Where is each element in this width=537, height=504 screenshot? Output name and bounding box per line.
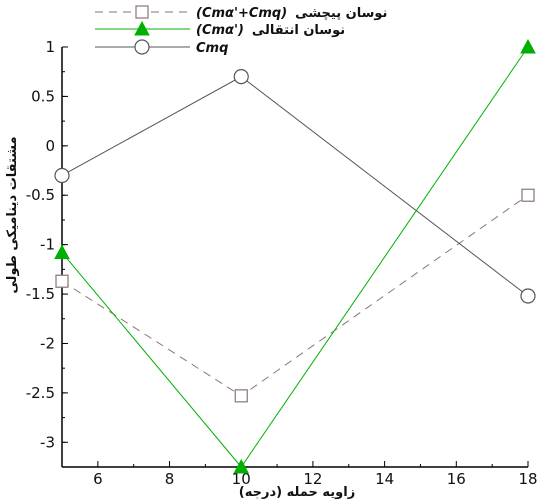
data-point — [54, 244, 70, 260]
x-tick-label: 8 — [165, 470, 175, 488]
y-tick-label: -3 — [40, 433, 55, 451]
data-point — [54, 167, 70, 184]
legend-label: (Cmα') نوسان انتقالی — [196, 23, 345, 38]
x-tick-label: 16 — [447, 470, 466, 488]
y-tick-label: -1.5 — [26, 285, 55, 303]
legend: (Cmα'+Cmq) نوسان پیچشی (Cmα') نوسان انتقالی… — [95, 5, 387, 56]
legend-marker — [134, 39, 150, 55]
legend-series-name: (Cmα') — [196, 23, 244, 38]
y-tick-label: -1 — [40, 236, 55, 254]
legend-series-name: (Cmα'+Cmq) — [196, 6, 287, 21]
legend-series-name: Cmq — [196, 41, 228, 56]
data-point — [233, 458, 250, 474]
x-tick-label: 14 — [375, 470, 394, 488]
legend-entry-2: Cmq — [95, 39, 228, 56]
legend-description: نوسان پیچشی — [295, 6, 387, 21]
x-tick-label: 10 — [232, 470, 251, 488]
data-point — [521, 188, 535, 202]
axes — [61, 46, 529, 468]
y-tick-label: 0.5 — [31, 87, 55, 105]
series-1 — [54, 38, 536, 474]
series-2 — [54, 69, 536, 304]
y-tick-label: 0 — [45, 137, 55, 155]
x-tick-label: 12 — [303, 470, 322, 488]
legend-entry-0: (Cmα'+Cmq) نوسان پیچشی — [95, 5, 387, 21]
x-axis-label: زاویه حمله (درجه) — [239, 485, 355, 500]
series-lines — [54, 38, 536, 474]
legend-marker — [135, 5, 149, 19]
legend-label: (Cmα'+Cmq) نوسان پیچشی — [196, 6, 387, 21]
data-point — [520, 288, 536, 304]
series-0 — [55, 188, 535, 403]
data-point — [234, 389, 248, 403]
series-line — [61, 76, 529, 297]
legend-entry-1: (Cmα') نوسان انتقالی — [95, 20, 345, 38]
y-tick-label: -2.5 — [26, 384, 55, 402]
x-tick-label: 6 — [93, 470, 103, 488]
series-line — [61, 46, 529, 468]
y-tick-label: -2 — [40, 334, 55, 352]
series-line — [61, 194, 529, 397]
y-axis-label: مشتقات دینامیکی طولی — [5, 136, 20, 293]
legend-label: Cmq — [196, 41, 228, 56]
x-tick-label: 18 — [518, 470, 537, 488]
data-point — [55, 274, 69, 288]
y-tick-label: -0.5 — [26, 186, 55, 204]
y-tick-label: 1 — [45, 38, 55, 56]
tick-labels: 6 8 10 12 14 16 18 1 0.5 0 -0.5 -1 -1.5 -2 -2.5 -3 — [26, 38, 537, 488]
legend-marker — [134, 20, 150, 36]
data-point — [520, 38, 536, 54]
legend-description: نوسان انتقالی — [252, 23, 345, 38]
data-point — [233, 69, 249, 85]
